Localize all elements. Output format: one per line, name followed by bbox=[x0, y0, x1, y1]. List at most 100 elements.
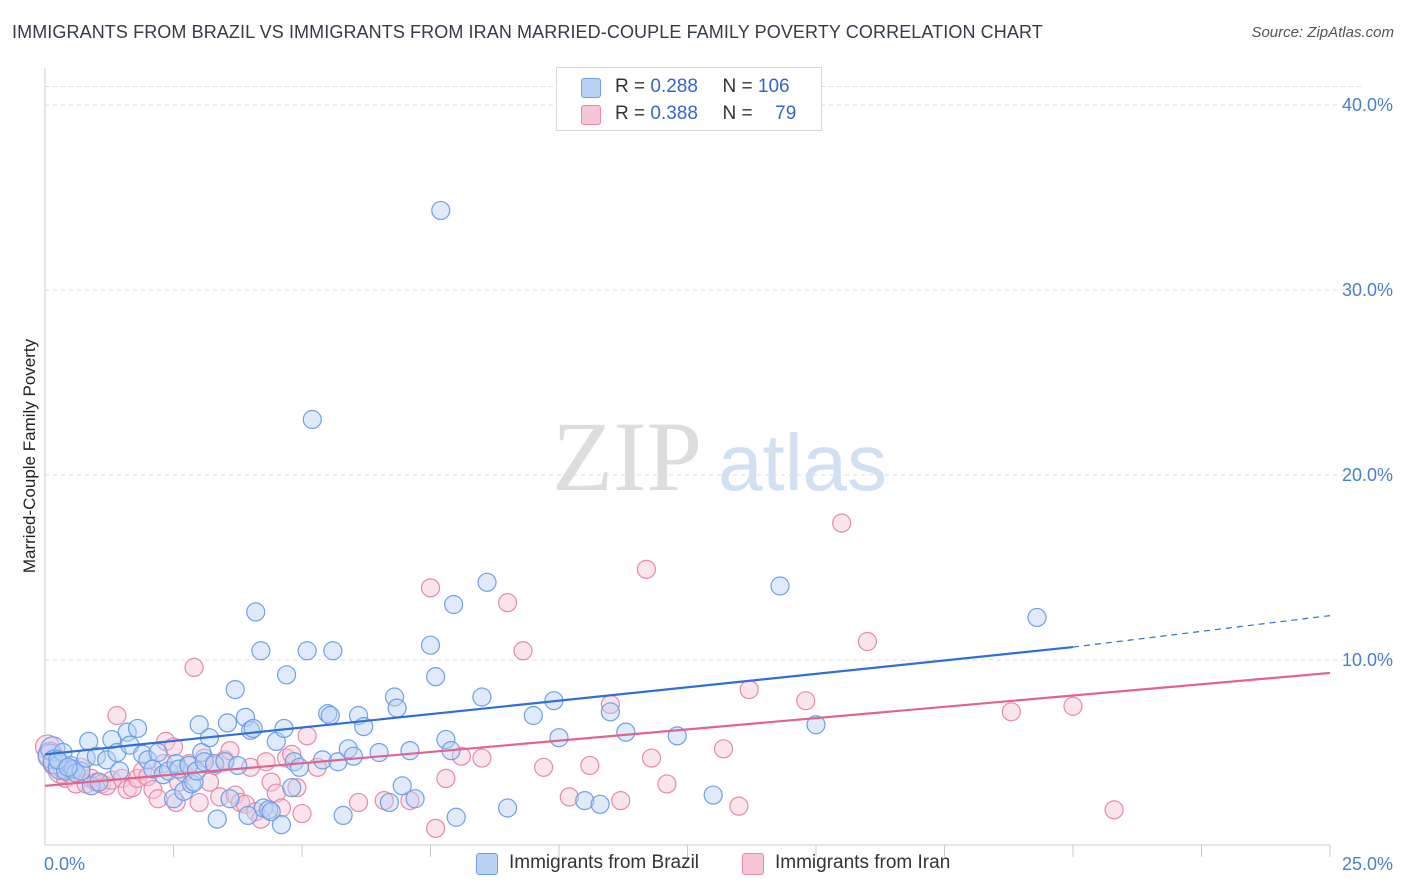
brazil-point bbox=[703, 785, 723, 805]
brazil-point bbox=[420, 635, 441, 655]
y-axis-label: Married-Couple Family Poverty bbox=[20, 338, 39, 573]
brazil-point bbox=[228, 755, 248, 776]
brazil-point bbox=[217, 713, 238, 733]
iran-point bbox=[832, 513, 852, 533]
iran-point bbox=[261, 772, 281, 792]
legend-swatch-iran bbox=[581, 105, 601, 125]
brazil-point bbox=[48, 750, 68, 770]
brazil-point bbox=[220, 789, 240, 809]
legend-r-value-brazil: 0.288 bbox=[650, 76, 698, 97]
brazil-point bbox=[549, 728, 569, 748]
iran-point bbox=[796, 691, 816, 711]
brazil-point bbox=[58, 757, 78, 777]
brazil-point bbox=[225, 679, 245, 700]
brazil-point bbox=[302, 409, 322, 430]
brazil-point bbox=[207, 809, 227, 829]
chart-title: IMMIGRANTS FROM BRAZIL VS IMMIGRANTS FRO… bbox=[12, 22, 1043, 42]
iran-point bbox=[1063, 696, 1083, 716]
brazil-point bbox=[405, 789, 425, 809]
brazil-point bbox=[97, 750, 117, 770]
iran-point bbox=[297, 726, 317, 746]
brazil-point bbox=[616, 722, 636, 742]
legend-n-label: N = bbox=[722, 103, 753, 124]
brazil-point bbox=[297, 641, 317, 661]
brazil-point bbox=[498, 798, 518, 818]
x-tick-label-max: 25.0% bbox=[1342, 854, 1393, 874]
trend-lines bbox=[44, 615, 1331, 787]
y-tick-label: 40.0% bbox=[1342, 95, 1393, 115]
brazil-point bbox=[320, 705, 340, 726]
brazil-point bbox=[392, 776, 412, 796]
iran-point bbox=[143, 779, 163, 800]
brazil-point bbox=[189, 715, 209, 735]
iran-point bbox=[184, 657, 204, 678]
brazil-point bbox=[770, 576, 790, 596]
brazil-trend-line bbox=[44, 645, 1074, 756]
brazil-point bbox=[138, 750, 158, 770]
legend-n-label: N = bbox=[722, 76, 753, 97]
iran-point bbox=[292, 803, 312, 824]
legend-n-value-brazil: 106 bbox=[757, 76, 790, 97]
brazil-point bbox=[477, 572, 497, 592]
brazil-point bbox=[271, 815, 292, 835]
iran-point bbox=[220, 741, 240, 761]
iran-point bbox=[729, 796, 749, 816]
iran-point bbox=[611, 790, 631, 811]
gridlines bbox=[45, 86, 1365, 661]
brazil-point bbox=[600, 702, 621, 722]
brazil-point bbox=[446, 807, 466, 827]
brazil-point bbox=[148, 742, 168, 763]
legend-swatch-brazil bbox=[581, 78, 601, 98]
bottom-legend-label-brazil: Immigrants from Brazil bbox=[509, 852, 700, 873]
iran-point bbox=[559, 787, 579, 807]
brazil-point bbox=[246, 602, 266, 622]
brazil-point bbox=[426, 667, 446, 687]
brazil-point bbox=[400, 741, 420, 761]
iran-point bbox=[348, 792, 369, 813]
iran-point bbox=[148, 789, 168, 809]
iran-point bbox=[189, 792, 209, 813]
iran-point bbox=[513, 641, 533, 661]
iran-point bbox=[498, 593, 518, 613]
brazil-point bbox=[133, 744, 153, 764]
legend-n-value-iran: 79 bbox=[775, 103, 797, 124]
legend-r-label: R = bbox=[615, 103, 646, 124]
legend-r-value-iran: 0.388 bbox=[650, 103, 698, 124]
y-tick-labels: 10.0% 20.0% 30.0% 40.0% bbox=[1342, 95, 1393, 670]
brazil-point bbox=[575, 790, 595, 811]
iran-trend-line bbox=[44, 671, 1331, 787]
iran-point bbox=[857, 631, 878, 652]
iran-point bbox=[1104, 800, 1124, 820]
brazil-point bbox=[1027, 607, 1047, 628]
brazil-point bbox=[369, 742, 389, 763]
iran-point bbox=[436, 768, 456, 789]
x-ticks bbox=[173, 845, 1331, 857]
y-tick-label: 10.0% bbox=[1342, 650, 1393, 670]
iran-point bbox=[451, 746, 471, 766]
brazil-point bbox=[472, 687, 492, 707]
brazil-point bbox=[276, 665, 297, 685]
correlation-legend: R = 0.288 N = 106 R = 0.388 N = 79 bbox=[556, 67, 822, 131]
iran-point bbox=[580, 755, 600, 776]
legend-r-label: R = bbox=[615, 76, 646, 97]
iran-point bbox=[713, 739, 734, 759]
brazil-point bbox=[109, 761, 130, 781]
iran-point bbox=[1001, 702, 1021, 722]
iran-point bbox=[472, 748, 492, 768]
y-tick-label: 20.0% bbox=[1342, 465, 1393, 485]
brazil-point bbox=[806, 715, 826, 735]
brazil-point bbox=[261, 802, 281, 822]
x-tick-label-min: 0.0% bbox=[44, 854, 85, 874]
iran-point bbox=[533, 757, 554, 777]
brazil-point bbox=[163, 789, 184, 809]
iran-point bbox=[107, 705, 127, 726]
bottom-legend-swatch-brazil bbox=[476, 853, 498, 875]
brazil-point bbox=[323, 641, 343, 661]
brazil-point bbox=[282, 778, 302, 798]
brazil-point bbox=[86, 746, 107, 766]
brazil-point bbox=[387, 698, 407, 718]
iran-point bbox=[256, 752, 276, 772]
brazil-point bbox=[251, 641, 271, 661]
watermark-atlas: atlas bbox=[718, 418, 887, 507]
